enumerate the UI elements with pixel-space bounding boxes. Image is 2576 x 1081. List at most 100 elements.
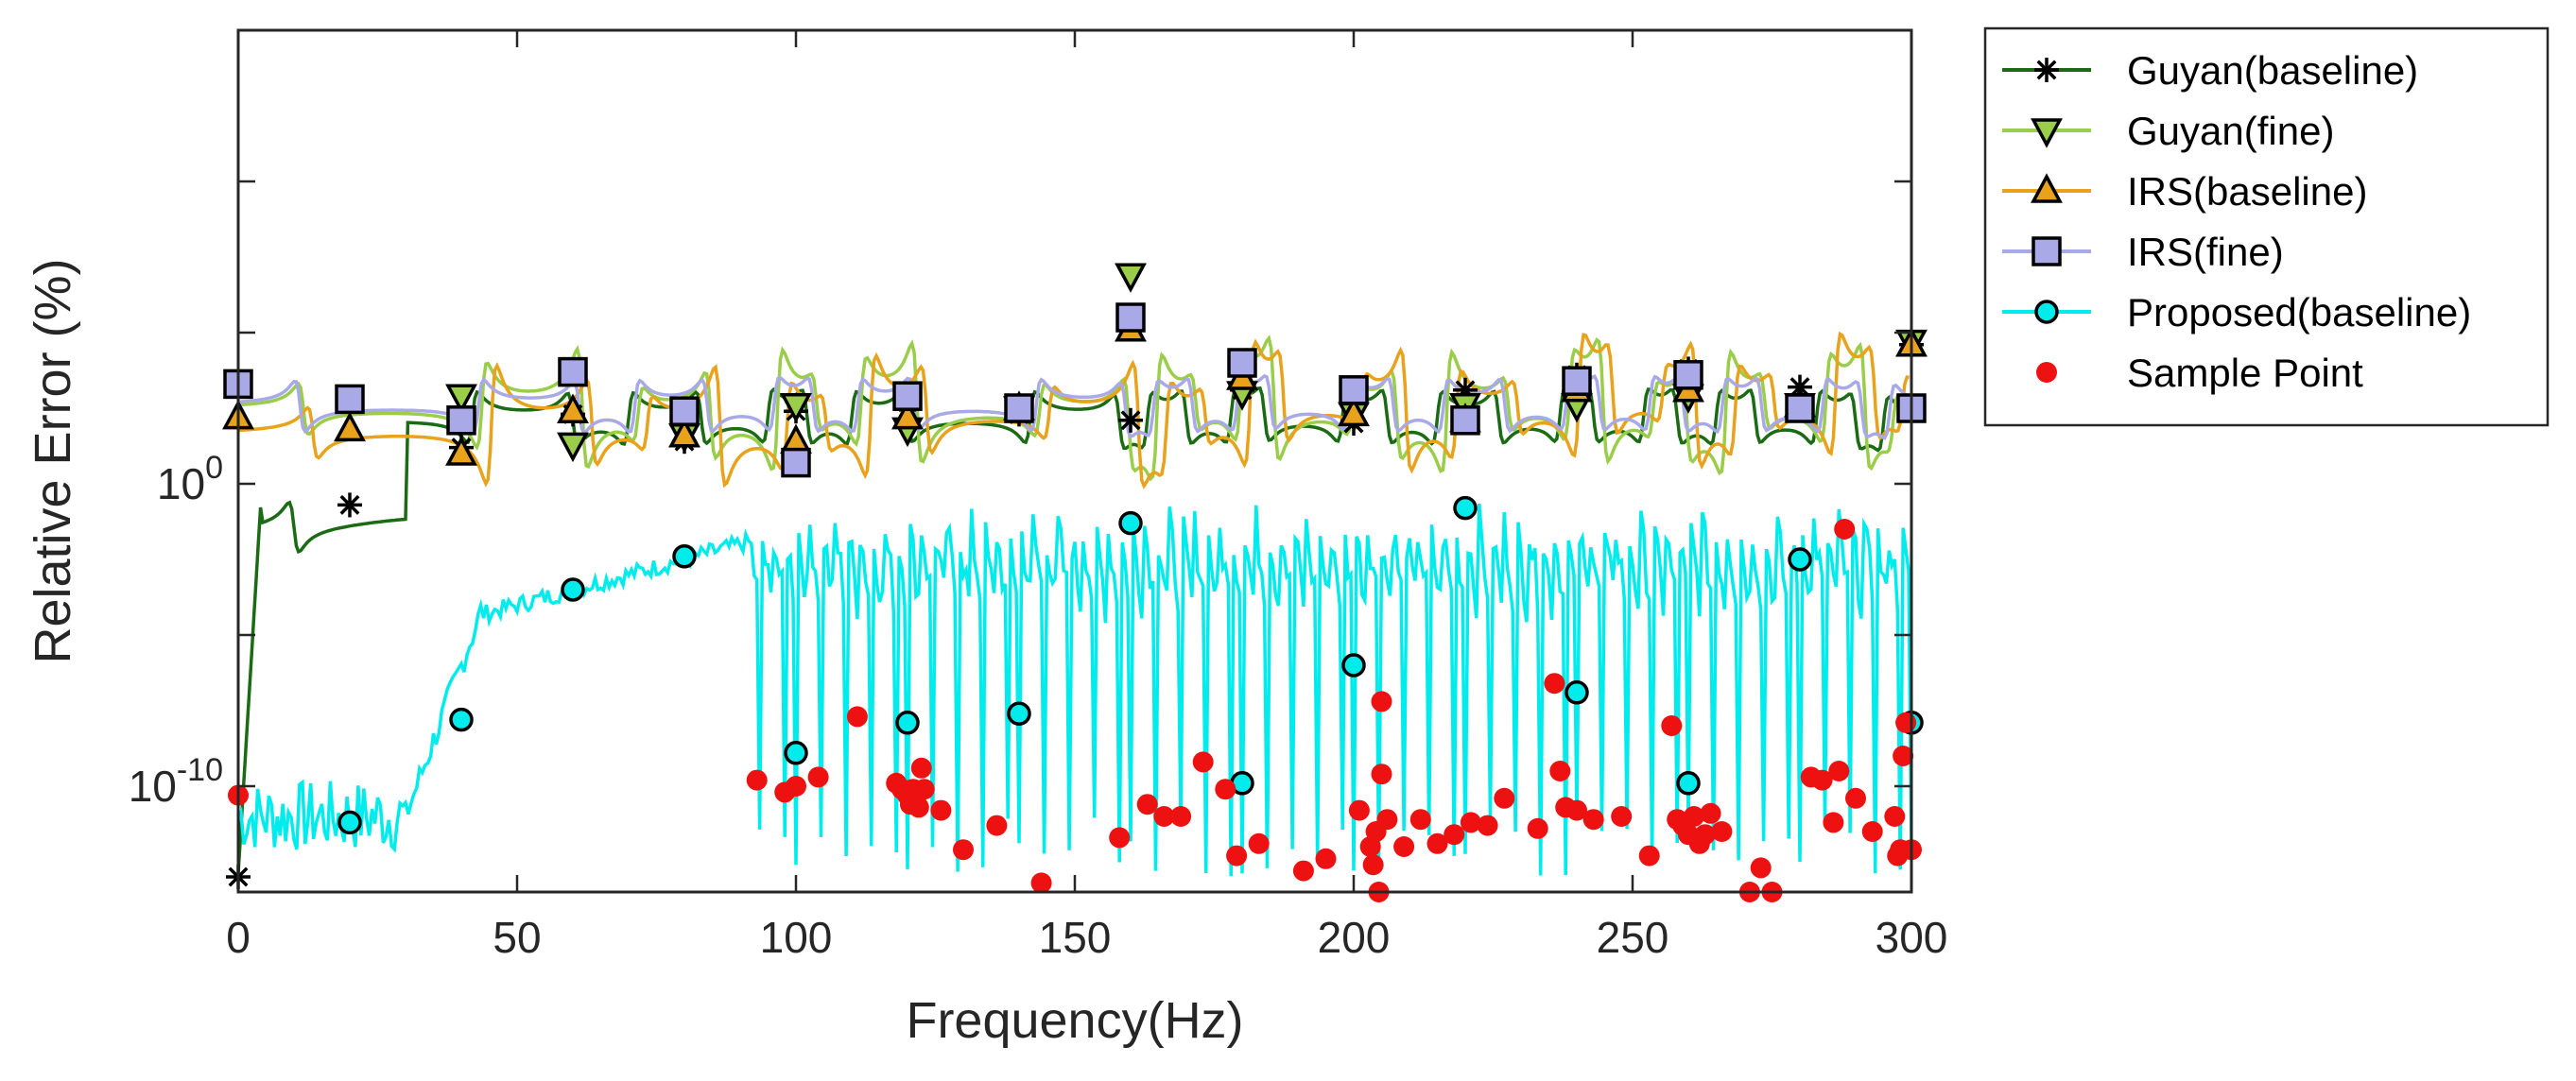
marker-proposed-baseline xyxy=(1565,680,1589,705)
marker-irs-fine xyxy=(1227,348,1257,378)
marker-sample-point xyxy=(1136,794,1158,815)
marker-sample-point xyxy=(1426,832,1448,854)
marker-sample-point xyxy=(1362,854,1384,876)
marker-sample-point xyxy=(1828,761,1850,781)
legend-label: IRS(fine) xyxy=(2127,230,2284,274)
marker-sample-point xyxy=(1884,806,1906,827)
marker-sample-point xyxy=(1661,715,1683,736)
x-axis-title: Frequency(Hz) xyxy=(906,992,1243,1049)
marker-sample-point xyxy=(913,779,935,800)
marker-sample-point xyxy=(1700,802,1721,824)
legend-swatch-marker xyxy=(2031,118,2063,148)
legend-swatch-marker xyxy=(2034,58,2059,82)
legend-item-proposed_baseline: Proposed(baseline) xyxy=(2002,290,2471,335)
marker-sample-point xyxy=(1834,519,1856,540)
marker-sample-point xyxy=(1409,809,1431,831)
marker-irs-fine xyxy=(781,447,811,478)
marker-guyan-fine xyxy=(1115,263,1147,293)
marker-sample-point xyxy=(1845,787,1866,809)
marker-sample-point xyxy=(1215,779,1236,800)
marker-sample-point xyxy=(1895,712,1917,733)
marker-irs-baseline xyxy=(1338,396,1370,427)
marker-irs-fine xyxy=(1115,302,1146,333)
legend-swatch-marker xyxy=(2034,300,2059,324)
legend-swatch-marker xyxy=(2036,362,2057,383)
x-tick-label: 250 xyxy=(1597,913,1669,962)
legend-box xyxy=(1983,26,2550,427)
marker-sample-point xyxy=(1444,824,1465,846)
marker-sample-point xyxy=(1460,812,1481,833)
marker-sample-point xyxy=(1371,764,1392,785)
x-tick-label: 300 xyxy=(1876,913,1948,962)
legend-item-irs_baseline: IRS(baseline) xyxy=(2002,169,2367,214)
marker-sample-point xyxy=(1393,836,1415,857)
marker-proposed-baseline xyxy=(561,577,585,602)
marker-sample-point xyxy=(1694,824,1716,846)
marker-irs-fine xyxy=(669,396,700,426)
marker-proposed-baseline xyxy=(1007,701,1031,726)
legend-label: Proposed(baseline) xyxy=(2127,290,2471,335)
legend-items: Guyan(baseline) Guyan(fine) IRS(baseline) I… xyxy=(2002,48,2471,395)
marker-irs-fine xyxy=(558,356,588,387)
series-lines xyxy=(238,331,1911,877)
marker-guyan-baseline xyxy=(337,492,362,518)
legend-label: IRS(baseline) xyxy=(2127,169,2367,214)
marker-sample-point xyxy=(1030,872,1052,894)
marker-sample-point xyxy=(1348,799,1370,821)
marker-guyan-fine xyxy=(780,393,812,423)
marker-sample-point xyxy=(1893,746,1914,766)
marker-irs-baseline xyxy=(668,418,700,448)
marker-irs-fine xyxy=(1562,366,1592,396)
axis-ticks: 0 50 100 150 200 250 300 100 10-10 xyxy=(129,30,1948,962)
marker-sample-point xyxy=(1811,769,1833,791)
y-axis-title: Relative Error (%) xyxy=(25,258,81,663)
marker-guyan-fine xyxy=(557,432,589,463)
marker-irs-baseline xyxy=(334,411,366,442)
marker-guyan-fine xyxy=(445,384,477,414)
marker-proposed-baseline xyxy=(1788,547,1812,572)
plot-background xyxy=(238,30,1911,892)
marker-guyan-baseline xyxy=(1118,407,1143,433)
marker-sample-point xyxy=(1494,787,1515,809)
marker-proposed-baseline xyxy=(449,707,474,732)
marker-sample-point xyxy=(807,766,829,788)
series-line-proposed-baseline xyxy=(238,503,1911,877)
marker-irs-fine xyxy=(1004,393,1034,423)
marker-irs-baseline xyxy=(891,399,924,430)
marker-sample-point xyxy=(986,815,1008,836)
marker-sample-point xyxy=(1683,806,1704,827)
marker-sample-point xyxy=(1527,817,1548,839)
marker-sample-point xyxy=(1711,821,1733,842)
marker-sample-point xyxy=(908,797,929,818)
marker-sample-point xyxy=(1566,799,1587,821)
x-tick-label: 100 xyxy=(760,913,833,962)
series-line-irs-baseline- xyxy=(238,331,1910,489)
marker-proposed-baseline xyxy=(1341,653,1366,678)
marker-sample-point xyxy=(953,839,974,861)
marker-sample-point xyxy=(1248,832,1270,854)
marker-proposed-baseline xyxy=(1676,771,1701,796)
x-tick-label: 200 xyxy=(1318,913,1391,962)
marker-proposed-baseline xyxy=(1118,510,1143,536)
marker-sample-point xyxy=(1477,815,1498,836)
marker-irs-fine xyxy=(1785,393,1815,423)
legend-label: Guyan(baseline) xyxy=(2127,48,2418,93)
marker-sample-point xyxy=(786,776,806,797)
marker-sample-point xyxy=(746,769,768,791)
series-markers xyxy=(222,263,1928,902)
legend-swatch-marker xyxy=(2031,173,2063,203)
marker-sample-point xyxy=(1192,751,1214,773)
marker-irs-baseline xyxy=(557,393,589,423)
legend-item-sample_point: Sample Point xyxy=(2036,351,2363,395)
marker-sample-point xyxy=(846,706,868,728)
marker-irs-fine xyxy=(446,405,476,436)
series-line-irs-fine- xyxy=(238,373,1910,440)
series-line-guyan-baseline- xyxy=(238,386,1910,874)
y-tick-label: 100 xyxy=(157,450,223,508)
marker-irs-fine xyxy=(1339,375,1369,405)
marker-irs-baseline xyxy=(445,436,477,466)
x-tick-label: 50 xyxy=(493,913,541,962)
marker-sample-point xyxy=(930,799,952,821)
marker-sample-point xyxy=(1582,809,1604,831)
